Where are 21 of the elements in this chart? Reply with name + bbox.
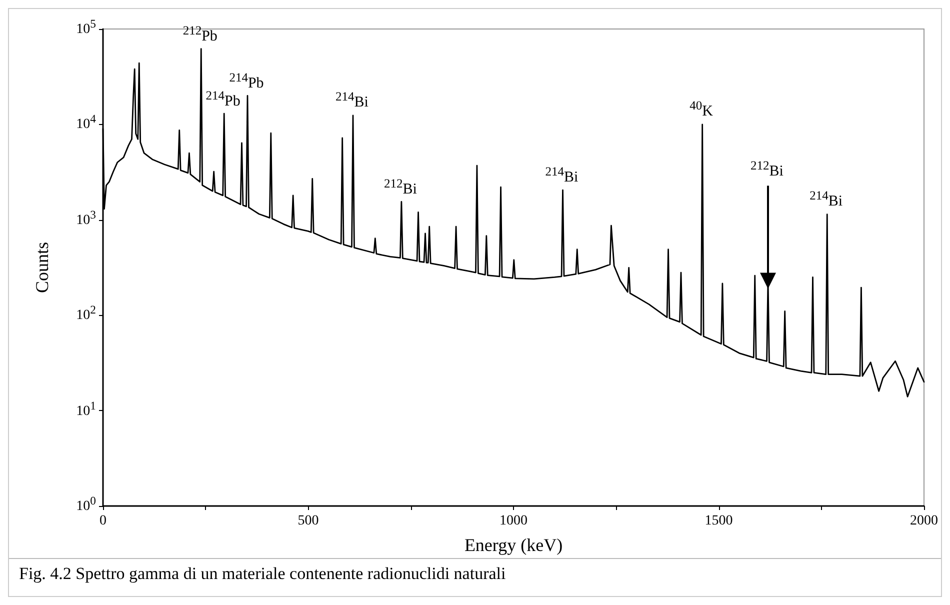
y-tick-label: 10$^{0}$	[76, 494, 96, 515]
y-axis-title: Counts	[32, 242, 52, 294]
annotation: $^{40}$K	[690, 98, 713, 120]
annotation: $^{214}$Bi	[545, 164, 578, 186]
y-tick-label: 10$^{2}$	[76, 304, 96, 324]
x-tick-label: 0	[100, 514, 106, 528]
y-tick-label: 10$^{3}$	[76, 208, 96, 228]
x-tick-label: 2000	[910, 514, 938, 528]
caption: Fig. 4.2 Spettro gamma di un materiale contenente radionuclidi naturali	[19, 564, 506, 583]
y-tick-label: 10$^{4}$	[76, 112, 96, 133]
x-axis-title: Energy (keV)	[464, 535, 563, 555]
annotation: $^{212}$Bi	[384, 176, 417, 198]
annotation: $^{214}$Bi	[810, 188, 843, 210]
annotation: $^{214}$Bi	[336, 90, 368, 112]
x-tick-label: 500	[298, 514, 319, 528]
annotation: $^{212}$Pb	[182, 23, 218, 45]
annotation: $^{212}$Bi	[750, 158, 784, 180]
y-tick-label: 10$^{1}$	[76, 399, 96, 420]
y-tick-label: 10$^{5}$	[76, 17, 96, 38]
x-tick-label: 1000	[500, 514, 528, 528]
x-tick-label: 1500	[704, 514, 733, 528]
